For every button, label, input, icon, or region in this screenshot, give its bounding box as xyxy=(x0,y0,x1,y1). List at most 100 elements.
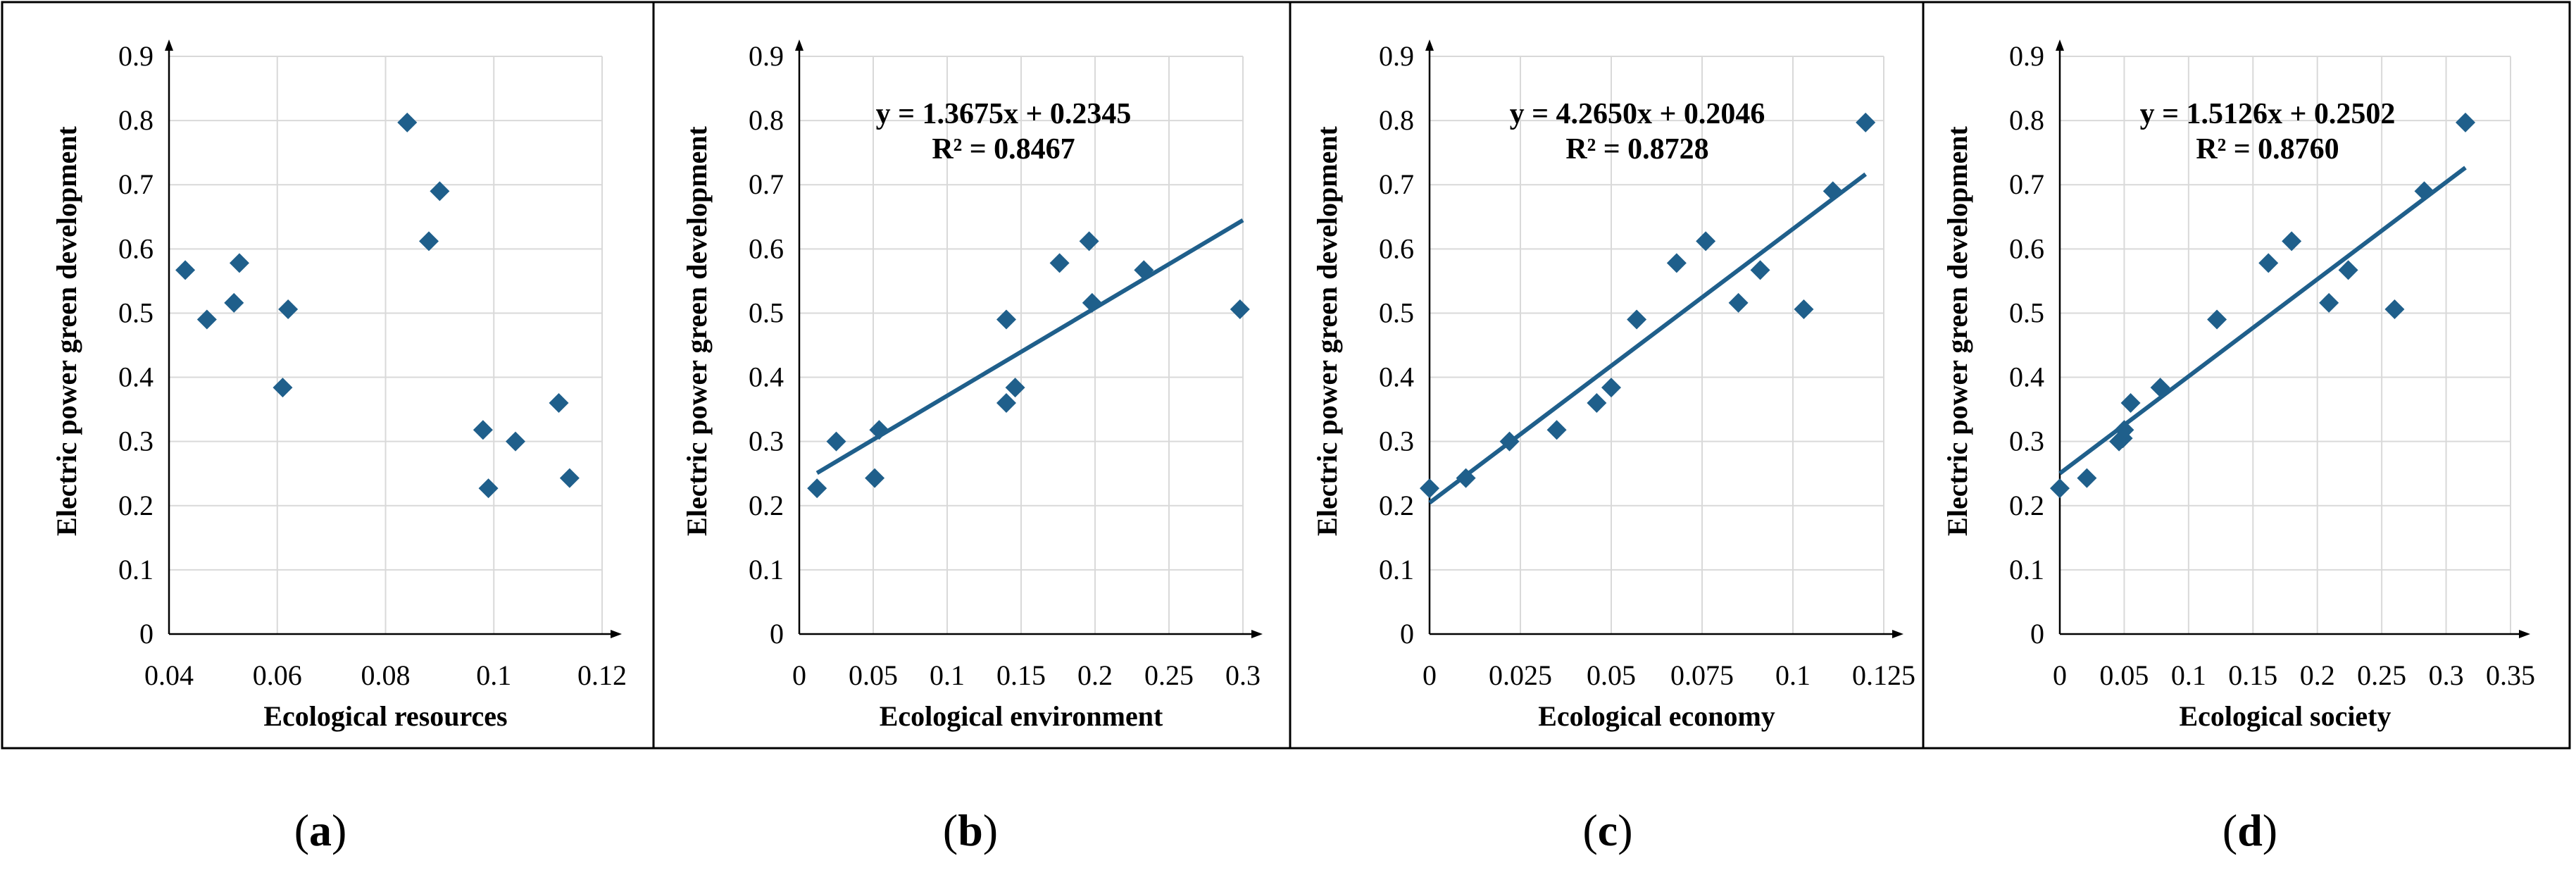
x-axis-label: Ecological environment xyxy=(880,700,1163,732)
y-tick-label: 0.1 xyxy=(118,554,154,585)
data-point xyxy=(1627,309,1647,330)
data-point xyxy=(224,292,244,313)
y-tick-label: 0 xyxy=(2030,618,2044,650)
data-point xyxy=(1696,231,1716,252)
x-tick-label: 0.025 xyxy=(1489,659,1552,691)
data-point xyxy=(1420,478,1439,499)
x-tick-label: 0.1 xyxy=(1775,659,1811,691)
data-point xyxy=(397,112,418,132)
y-tick-label: 0.5 xyxy=(749,297,784,328)
panel-label: (b) xyxy=(943,805,998,855)
data-point xyxy=(996,309,1016,330)
data-point xyxy=(1005,378,1025,398)
data-point xyxy=(419,231,439,252)
x-axis-arrow xyxy=(1892,630,1903,638)
y-axis-arrow xyxy=(1425,39,1434,51)
y-tick-label: 0.7 xyxy=(118,168,154,200)
x-tick-label: 0 xyxy=(792,659,806,691)
trendline-r-squared: R² = 0.8728 xyxy=(1565,133,1708,166)
x-tick-label: 0 xyxy=(2053,659,2067,691)
x-tick-label: 0.35 xyxy=(2486,659,2535,691)
trendline xyxy=(1428,172,1868,504)
y-tick-label: 0.8 xyxy=(118,104,154,136)
y-tick-label: 0.2 xyxy=(1379,490,1414,521)
y-tick-label: 0.9 xyxy=(118,40,154,72)
y-tick-label: 0.4 xyxy=(2009,361,2044,393)
x-tick-label: 0.075 xyxy=(1670,659,1734,691)
x-axis-arrow xyxy=(1251,630,1263,638)
y-tick-label: 0.2 xyxy=(2009,490,2044,521)
data-point xyxy=(1822,181,1843,201)
y-axis-label: Electric power green development xyxy=(51,125,82,535)
panel-label: (a) xyxy=(294,805,347,855)
data-point xyxy=(229,253,249,273)
y-tick-label: 0.6 xyxy=(1379,232,1414,264)
data-point xyxy=(2258,253,2279,273)
x-axis-arrow xyxy=(2519,630,2530,638)
x-tick-label: 0.25 xyxy=(2357,659,2406,691)
x-tick-label: 0.05 xyxy=(849,659,898,691)
trendline-r-squared: R² = 0.8467 xyxy=(932,133,1075,166)
chart-panel-c: 0 0.1 0.2 0.3 0.4 0.5 0.6 0.7 0.8 0.9 0 0.025 0.05 0.… xyxy=(1311,39,1915,855)
data-point xyxy=(273,378,293,398)
data-point xyxy=(2150,378,2170,398)
y-tick-label: 0.8 xyxy=(749,104,784,136)
chart-panel-a: 0 0.1 0.2 0.3 0.4 0.5 0.6 0.7 0.8 0.9 0.04 0.06 0.08… xyxy=(51,39,627,855)
x-tick-label: 0.12 xyxy=(577,659,627,691)
y-axis-label: Electric power green development xyxy=(1942,125,1973,535)
x-axis-label: Ecological society xyxy=(2179,700,2391,732)
x-tick-label: 0.05 xyxy=(1587,659,1636,691)
trendline-equation: y = 1.3675x + 0.2345 xyxy=(876,98,1132,130)
data-point xyxy=(996,393,1016,413)
data-point xyxy=(1049,253,1070,273)
data-point xyxy=(2207,309,2227,330)
data-point xyxy=(1794,299,1814,319)
y-tick-label: 0.5 xyxy=(2009,297,2044,328)
x-tick-label: 0.125 xyxy=(1852,659,1915,691)
data-point xyxy=(869,420,889,440)
data-point xyxy=(196,309,217,330)
data-point xyxy=(2338,260,2358,280)
data-point xyxy=(2114,420,2134,440)
y-tick-label: 0.5 xyxy=(1379,297,1414,328)
y-tick-label: 0.3 xyxy=(1379,426,1414,457)
x-tick-label: 0.2 xyxy=(1077,659,1113,691)
y-tick-label: 0.7 xyxy=(2009,168,2044,200)
data-point xyxy=(2384,299,2405,319)
trendline-r-squared: R² = 0.8760 xyxy=(2196,133,2339,166)
y-axis-arrow xyxy=(165,39,173,51)
x-tick-label: 0.15 xyxy=(996,659,1046,691)
data-point xyxy=(2319,292,2339,313)
x-tick-label: 0.15 xyxy=(2228,659,2277,691)
data-point xyxy=(1079,231,1099,252)
data-point xyxy=(2077,468,2097,488)
data-point xyxy=(1666,253,1687,273)
data-point xyxy=(1856,112,1876,132)
trendline xyxy=(2058,166,2467,476)
data-point xyxy=(1601,378,1621,398)
x-axis-label: Ecological resources xyxy=(263,700,507,732)
data-point xyxy=(430,181,450,201)
data-point xyxy=(478,478,499,499)
data-point xyxy=(1230,299,1250,319)
y-tick-label: 0 xyxy=(139,618,154,650)
data-point xyxy=(278,299,299,319)
y-tick-label: 0.8 xyxy=(1379,104,1414,136)
y-tick-label: 0.4 xyxy=(118,361,154,393)
x-tick-label: 0.06 xyxy=(253,659,302,691)
data-point xyxy=(1134,260,1154,280)
y-tick-label: 0.6 xyxy=(118,232,154,264)
data-point xyxy=(865,468,885,488)
data-point xyxy=(473,420,493,440)
trendline-equation: y = 4.2650x + 0.2046 xyxy=(1510,98,1765,130)
y-tick-label: 0.2 xyxy=(118,490,154,521)
y-axis-label: Electric power green development xyxy=(1311,125,1343,535)
data-point xyxy=(1587,393,1607,413)
y-tick-label: 0.9 xyxy=(1379,40,1414,72)
data-point xyxy=(807,478,827,499)
y-axis-arrow xyxy=(795,39,804,51)
y-tick-label: 0.4 xyxy=(749,361,784,393)
trendline-equation: y = 1.5126x + 0.2502 xyxy=(2140,98,2396,130)
y-axis-arrow xyxy=(2056,39,2064,51)
